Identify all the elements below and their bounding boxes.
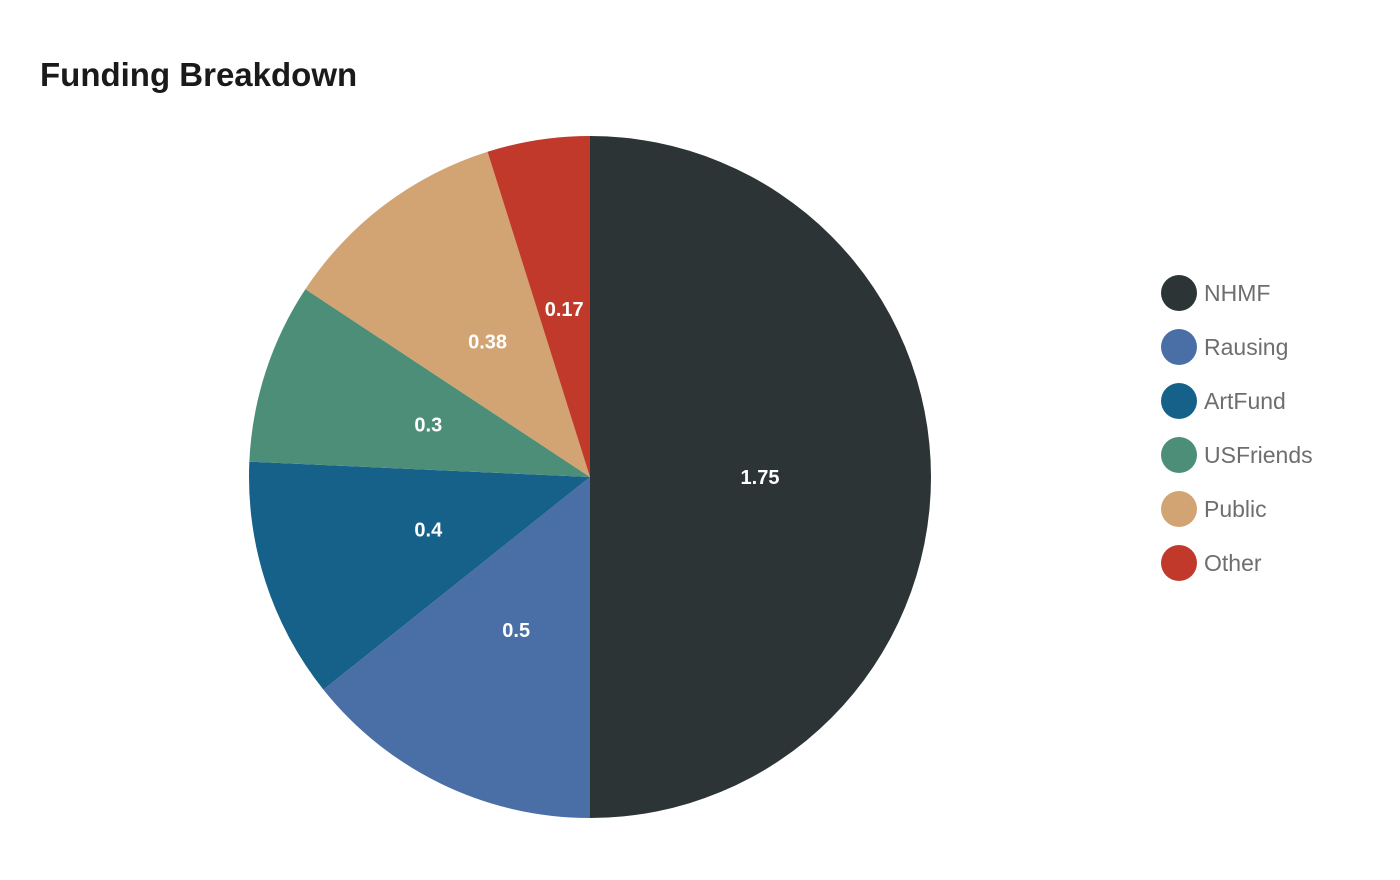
legend-label: ArtFund	[1204, 387, 1286, 414]
legend: NHMF Rausing ArtFund USFriends Public Other	[1161, 275, 1313, 599]
pie-slice-artfund	[248, 461, 590, 690]
pie-slice-rausing	[323, 477, 590, 818]
chart-title: Funding Breakdown	[40, 56, 358, 93]
pie-slice-other	[487, 136, 590, 477]
slice-value-label-artfund: 0.4	[414, 520, 443, 542]
legend-label: Public	[1204, 495, 1267, 522]
legend-item-usfriends: USFriends	[1161, 437, 1313, 473]
legend-item-other: Other	[1161, 545, 1313, 581]
slice-value-label-other: 0.17	[545, 299, 584, 321]
pie-slice-public	[305, 151, 590, 477]
slice-value-label-rausing: 0.5	[502, 620, 530, 642]
legend-item-rausing: Rausing	[1161, 329, 1313, 365]
legend-label: NHMF	[1204, 279, 1271, 306]
legend-label: Rausing	[1204, 333, 1289, 360]
legend-swatch-icon	[1161, 545, 1197, 581]
slice-value-label-nhmf: 1.75	[741, 467, 780, 489]
slice-value-label-usfriends: 0.3	[414, 415, 442, 437]
legend-swatch-icon	[1161, 491, 1197, 527]
legend-swatch-icon	[1161, 437, 1197, 473]
legend-label: USFriends	[1204, 441, 1313, 468]
legend-swatch-icon	[1161, 275, 1197, 311]
pie-slice-nhmf	[590, 136, 931, 818]
legend-item-public: Public	[1161, 491, 1313, 527]
legend-item-nhmf: NHMF	[1161, 275, 1313, 311]
slice-value-label-public: 0.38	[468, 331, 507, 353]
legend-swatch-icon	[1161, 329, 1197, 365]
legend-item-artfund: ArtFund	[1161, 383, 1313, 419]
pie-slice-usfriends	[249, 289, 590, 477]
legend-swatch-icon	[1161, 383, 1197, 419]
legend-label: Other	[1204, 549, 1262, 576]
